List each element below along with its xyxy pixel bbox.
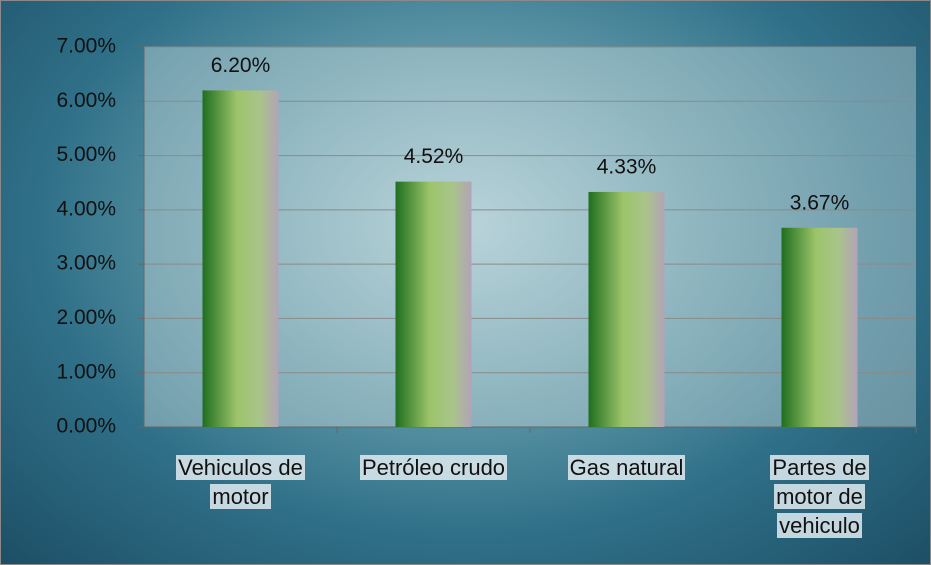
x-tick-label: Partes de motor de vehiculo xyxy=(757,453,882,540)
data-label: 4.52% xyxy=(404,145,464,168)
y-tick-label: 1.00% xyxy=(56,360,116,383)
y-tick-label: 7.00% xyxy=(56,35,116,58)
y-tick-label: 6.00% xyxy=(56,89,116,112)
bar xyxy=(202,90,279,427)
x-tick-label: Gas natural xyxy=(547,453,707,482)
y-tick-label: 0.00% xyxy=(56,415,116,438)
x-tick-label: Petróleo crudo xyxy=(336,453,531,482)
category-text: Vehiculos de motor xyxy=(176,455,305,509)
category-text: Partes de motor de vehiculo xyxy=(770,455,869,538)
y-tick-label: 2.00% xyxy=(56,306,116,329)
category-text: Petróleo crudo xyxy=(359,455,508,480)
bar xyxy=(395,181,472,427)
bar xyxy=(781,227,858,427)
y-tick-label: 4.00% xyxy=(56,197,116,220)
data-label: 3.67% xyxy=(790,191,850,214)
y-tick-label: 3.00% xyxy=(56,252,116,275)
x-tick-label: Vehiculos de motor xyxy=(156,453,326,511)
data-label: 4.33% xyxy=(597,155,657,178)
data-label: 6.20% xyxy=(211,54,271,77)
category-text: Gas natural xyxy=(567,455,686,480)
bar xyxy=(588,191,665,427)
y-tick-label: 5.00% xyxy=(56,143,116,166)
